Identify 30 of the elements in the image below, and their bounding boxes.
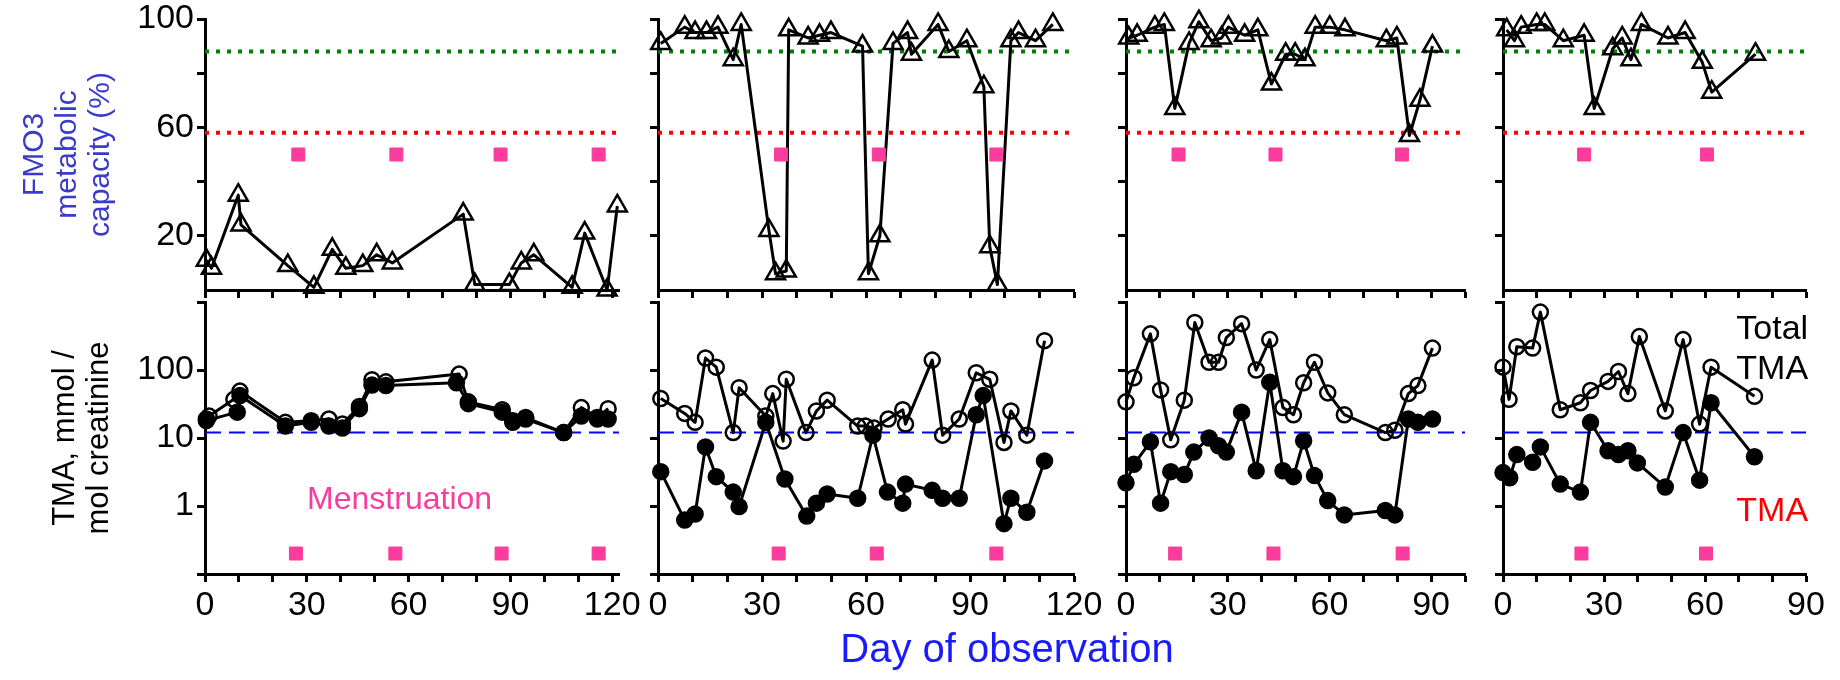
x-tick-label: 120 [583, 583, 641, 622]
x-tick-label: 60 [389, 583, 428, 622]
x-tick-label: 90 [1412, 583, 1451, 622]
x-tick-label: 0 [1493, 583, 1513, 622]
x-tick-label: 0 [1116, 583, 1136, 622]
x-axis-title: Day of observation [840, 626, 1174, 670]
x-tick-label: 0 [648, 583, 668, 622]
x-tick-label: 30 [1585, 583, 1623, 622]
x-tick-label: 60 [1686, 583, 1724, 622]
x-tick-label: 90 [1787, 583, 1825, 622]
x-tick-label: 120 [1045, 583, 1103, 622]
x-tick-label: 30 [287, 583, 326, 622]
x-tick-label: 90 [951, 583, 989, 622]
series-label: TMA [1736, 489, 1809, 528]
y-axis-title: TMA, mmol / mol creatinine [45, 341, 115, 535]
x-tick-label: 60 [847, 583, 885, 622]
series-label: Total TMA [1736, 307, 1809, 386]
y-tick-label: 60 [156, 105, 194, 144]
x-tick-label: 90 [491, 583, 530, 622]
y-tick-label: 20 [156, 214, 194, 253]
y-tick-label: 10 [156, 416, 194, 455]
y-tick-label: 100 [137, 348, 194, 387]
x-tick-label: 0 [195, 583, 215, 622]
y-tick-label: 1 [175, 484, 194, 523]
x-tick-label: 30 [743, 583, 781, 622]
x-tick-label: 60 [1310, 583, 1349, 622]
series-label: Menstruation [307, 480, 493, 517]
x-tick-label: 30 [1208, 583, 1247, 622]
y-axis-title: FMO3 metabolic capacity (%) [15, 71, 115, 238]
y-tick-label: 100 [137, 0, 194, 36]
